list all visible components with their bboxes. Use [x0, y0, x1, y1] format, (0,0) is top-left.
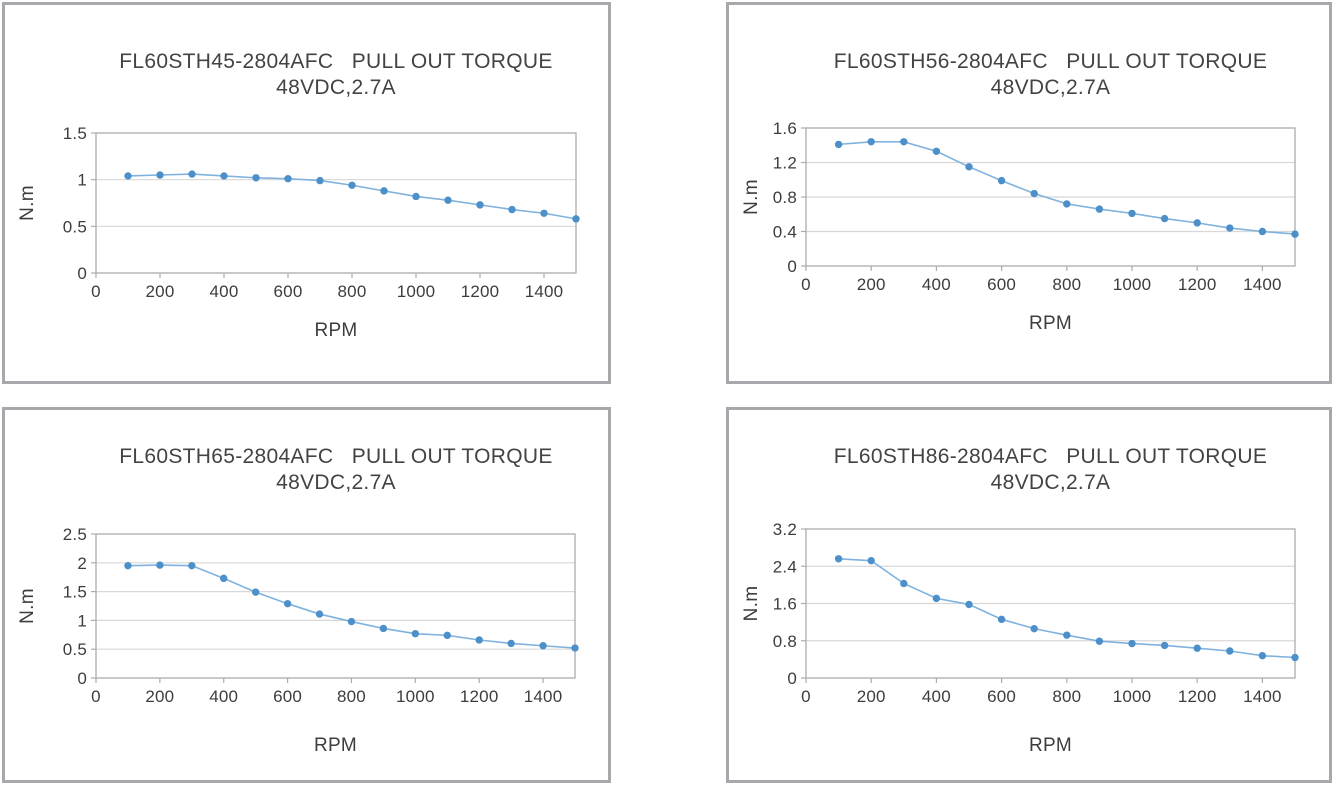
svg-text:600: 600 [987, 275, 1016, 294]
svg-text:1400: 1400 [525, 282, 564, 301]
svg-text:0: 0 [801, 275, 811, 294]
line-chart-canvas: 0 200 400 600 800 1000 1200 1400 0 0.5 1 1.5 2 2.5 N.m… [17, 525, 579, 756]
svg-text:0: 0 [77, 264, 87, 283]
svg-text:1000: 1000 [397, 282, 436, 301]
svg-text:RPM: RPM [1029, 735, 1072, 756]
torque-chart-panel-4: FL60STH86-2804AFC PULL OUT TORQUE 48VDC,… [726, 407, 1332, 783]
torque-chart-panel-3: FL60STH65-2804AFC PULL OUT TORQUE 48VDC,… [2, 407, 611, 783]
svg-text:0: 0 [77, 669, 87, 688]
svg-text:1400: 1400 [1243, 687, 1282, 706]
chart-subtitle: 48VDC,2.7A [276, 76, 396, 99]
chart-title: FL60STH65-2804AFC PULL OUT TORQUE [119, 445, 553, 468]
svg-text:800: 800 [1052, 687, 1081, 706]
svg-text:1000: 1000 [396, 687, 435, 706]
svg-text:N.m: N.m [17, 588, 38, 624]
svg-text:1200: 1200 [1178, 687, 1217, 706]
svg-text:0.4: 0.4 [773, 223, 797, 242]
svg-text:400: 400 [210, 282, 239, 301]
line-chart-canvas: 0 200 400 600 800 1000 1200 1400 0 0.8 1.6 2.4 3.2 N.… [741, 520, 1299, 756]
svg-text:1.6: 1.6 [773, 595, 797, 614]
svg-text:0.8: 0.8 [773, 188, 797, 207]
svg-text:1200: 1200 [461, 282, 500, 301]
svg-text:1: 1 [77, 611, 87, 630]
svg-text:RPM: RPM [314, 320, 357, 341]
svg-text:1000: 1000 [1113, 687, 1152, 706]
svg-text:400: 400 [209, 687, 238, 706]
svg-text:1400: 1400 [524, 687, 563, 706]
chart-subtitle: 48VDC,2.7A [990, 471, 1111, 494]
svg-text:800: 800 [1052, 275, 1081, 294]
svg-text:3.2: 3.2 [773, 520, 797, 539]
svg-text:RPM: RPM [1029, 313, 1072, 334]
svg-text:1000: 1000 [1113, 275, 1152, 294]
svg-text:N.m: N.m [741, 586, 762, 622]
svg-text:0: 0 [91, 687, 101, 706]
torque-chart-panel-2: FL60STH56-2804AFC PULL OUT TORQUE 48VDC,… [726, 2, 1332, 384]
chart-title-block: FL60STH86-2804AFC PULL OUT TORQUE 48VDC,… [806, 444, 1295, 496]
svg-text:1200: 1200 [460, 687, 499, 706]
svg-text:200: 200 [145, 687, 174, 706]
svg-text:1.5: 1.5 [63, 583, 87, 602]
chart-title: FL60STH45-2804AFC PULL OUT TORQUE [119, 50, 553, 73]
svg-text:2: 2 [77, 554, 87, 573]
svg-text:200: 200 [857, 275, 886, 294]
svg-text:200: 200 [146, 282, 175, 301]
svg-text:2.5: 2.5 [63, 525, 87, 544]
svg-text:2.4: 2.4 [773, 557, 797, 576]
svg-text:1.6: 1.6 [773, 119, 797, 138]
svg-text:0: 0 [787, 257, 797, 276]
chart-subtitle: 48VDC,2.7A [276, 471, 396, 494]
svg-text:1.5: 1.5 [63, 124, 87, 143]
line-chart-canvas: 0 200 400 600 800 1000 1200 1400 0 0.5 1 1.5 N.m RPM [17, 124, 580, 341]
line-chart-canvas: 0 200 400 600 800 1000 1200 1400 0 0.4 0.8 1.2 1.6 N.… [741, 119, 1299, 334]
svg-text:1.2: 1.2 [773, 154, 797, 173]
chart-title-block: FL60STH65-2804AFC PULL OUT TORQUE 48VDC,… [96, 444, 576, 496]
svg-text:0.8: 0.8 [773, 632, 797, 651]
svg-text:N.m: N.m [17, 185, 38, 221]
chart-title: FL60STH86-2804AFC PULL OUT TORQUE [833, 445, 1268, 468]
chart-title: FL60STH56-2804AFC PULL OUT TORQUE [833, 50, 1268, 73]
svg-text:800: 800 [337, 687, 366, 706]
svg-text:0.5: 0.5 [63, 217, 87, 236]
svg-text:RPM: RPM [314, 735, 357, 756]
chart-subtitle: 48VDC,2.7A [990, 76, 1111, 99]
svg-text:600: 600 [987, 687, 1016, 706]
svg-text:0: 0 [801, 687, 811, 706]
svg-text:400: 400 [922, 687, 951, 706]
svg-text:600: 600 [273, 687, 302, 706]
svg-text:0.5: 0.5 [63, 640, 87, 659]
svg-text:N.m: N.m [741, 179, 762, 215]
svg-text:400: 400 [922, 275, 951, 294]
svg-text:1400: 1400 [1243, 275, 1282, 294]
svg-text:0: 0 [91, 282, 101, 301]
svg-text:800: 800 [338, 282, 367, 301]
svg-text:600: 600 [274, 282, 303, 301]
chart-title-block: FL60STH45-2804AFC PULL OUT TORQUE 48VDC,… [96, 49, 576, 101]
chart-title-block: FL60STH56-2804AFC PULL OUT TORQUE 48VDC,… [806, 49, 1295, 101]
svg-text:0: 0 [787, 669, 797, 688]
svg-text:200: 200 [857, 687, 886, 706]
svg-text:1200: 1200 [1178, 275, 1217, 294]
svg-text:1: 1 [77, 171, 87, 190]
torque-chart-panel-1: FL60STH45-2804AFC PULL OUT TORQUE 48VDC,… [2, 2, 611, 384]
